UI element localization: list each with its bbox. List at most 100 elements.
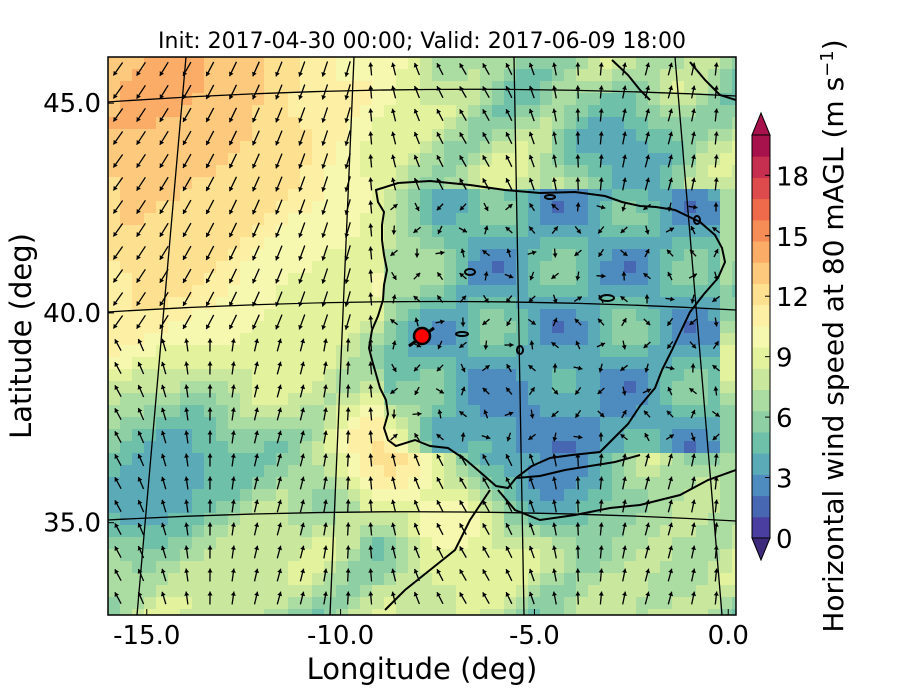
field-cell: [408, 525, 421, 538]
field-cell: [528, 165, 541, 178]
field-cell: [192, 513, 205, 526]
field-cell: [180, 549, 193, 562]
wind-arrow: [252, 84, 260, 100]
field-cell: [612, 261, 625, 274]
field-cell: [132, 153, 145, 166]
field-cell: [336, 213, 349, 226]
field-cell: [456, 609, 469, 615]
field-cell: [696, 189, 709, 202]
field-cell: [720, 153, 733, 166]
field-cell: [732, 249, 736, 262]
field-cell: [648, 57, 661, 70]
field-cell: [696, 141, 709, 154]
field-cell: [240, 465, 253, 478]
field-cell: [492, 321, 505, 334]
field-cell: [516, 585, 529, 598]
field-cell: [336, 57, 349, 70]
field-cell: [240, 273, 253, 286]
field-cell: [708, 297, 721, 310]
field-cell: [408, 489, 421, 502]
field-cell: [264, 285, 277, 298]
field-cell: [180, 285, 193, 298]
wind-arrow: [322, 384, 328, 398]
wind-arrow: [321, 61, 329, 77]
field-cell: [504, 165, 517, 178]
field-cell: [636, 321, 649, 334]
wind-arrow: [413, 226, 421, 234]
field-cell: [720, 405, 733, 418]
field-cell: [264, 345, 277, 358]
colorbar-label: Horizontal wind speed at 80 mAGL (m s−1): [817, 39, 851, 632]
field-cell: [552, 321, 565, 334]
field-cell: [108, 129, 121, 142]
field-cell: [456, 117, 469, 130]
field-cell: [312, 441, 325, 454]
wind-arrow: [230, 499, 236, 513]
field-cell: [252, 141, 265, 154]
field-cell: [228, 501, 241, 514]
field-cell: [708, 609, 721, 615]
wind-arrow: [622, 154, 627, 168]
field-cell: [624, 333, 637, 346]
field-cell: [384, 573, 397, 586]
wind-arrow: [575, 202, 581, 212]
field-cell: [432, 57, 445, 70]
y-axis-ticks: 45.040.035.0: [43, 89, 114, 539]
field-cell: [360, 429, 373, 442]
wind-arrow: [136, 107, 146, 123]
field-cell: [132, 201, 145, 214]
field-cell: [636, 585, 649, 598]
field-cell: [660, 333, 673, 346]
field-cell: [432, 261, 445, 274]
field-cell: [516, 153, 529, 166]
field-cell: [612, 549, 625, 562]
field-cell: [144, 273, 157, 286]
field-cell: [504, 609, 517, 615]
wind-arrow: [207, 384, 213, 398]
field-cell: [444, 381, 457, 394]
field-cell: [396, 489, 409, 502]
field-cell: [324, 213, 337, 226]
wind-arrow: [713, 476, 719, 490]
wind-arrow: [689, 318, 697, 326]
parallel-40: [108, 300, 736, 313]
x-tick-label: -10.0: [307, 621, 374, 651]
field-cell: [324, 309, 337, 322]
field-cell: [564, 249, 577, 262]
field-cell: [132, 141, 145, 154]
field-cell: [324, 201, 337, 214]
wind-arrow: [230, 453, 236, 467]
colorbar-tick-label: 6: [776, 404, 793, 434]
wind-arrow: [552, 154, 557, 168]
field-cell: [528, 405, 541, 418]
field-cell: [432, 141, 445, 154]
field-cell: [336, 561, 349, 574]
field-cell: [420, 261, 433, 274]
wind-arrow: [253, 407, 260, 421]
field-cell: [456, 141, 469, 154]
field-cell: [480, 285, 493, 298]
field-cell: [264, 321, 277, 334]
wind-arrow: [413, 131, 420, 145]
field-cell: [492, 261, 505, 274]
field-cell: [396, 297, 409, 310]
field-cell: [348, 609, 361, 615]
field-cell: [180, 597, 193, 610]
field-cell: [228, 561, 241, 574]
field-cell: [396, 201, 409, 214]
wind-arrow: [551, 341, 559, 349]
field-cell: [360, 189, 373, 202]
field-cell: [372, 513, 385, 526]
field-cell: [444, 213, 457, 226]
wind-arrow: [299, 361, 306, 375]
field-cell: [228, 573, 241, 586]
field-cell: [684, 393, 697, 406]
reservoir-3: [455, 331, 469, 337]
field-cell: [216, 285, 229, 298]
field-cell: [660, 417, 673, 430]
field-cell: [624, 489, 637, 502]
reservoir-6: [693, 215, 701, 225]
field-cell: [648, 261, 661, 274]
wind-arrow: [713, 177, 719, 191]
field-cell: [240, 297, 253, 310]
